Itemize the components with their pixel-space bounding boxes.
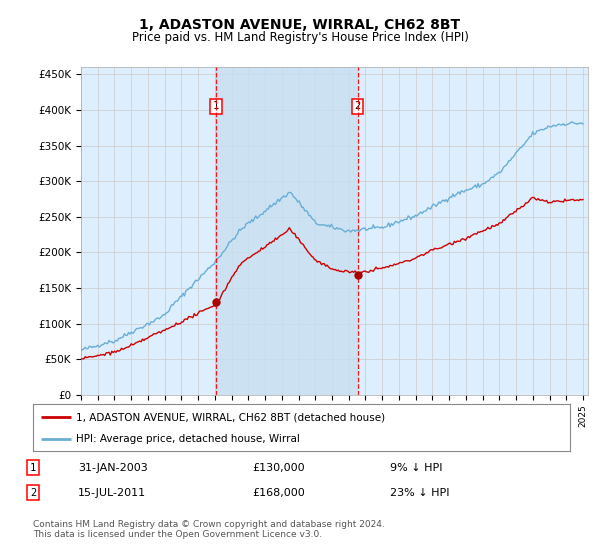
Text: £130,000: £130,000 xyxy=(252,463,305,473)
Text: 2: 2 xyxy=(355,101,361,111)
Text: 15-JUL-2011: 15-JUL-2011 xyxy=(78,488,146,498)
Text: Price paid vs. HM Land Registry's House Price Index (HPI): Price paid vs. HM Land Registry's House … xyxy=(131,31,469,44)
Text: 23% ↓ HPI: 23% ↓ HPI xyxy=(390,488,449,498)
Bar xyxy=(216,67,358,395)
Text: 2: 2 xyxy=(30,488,36,498)
Text: HPI: Average price, detached house, Wirral: HPI: Average price, detached house, Wirr… xyxy=(76,434,300,444)
Text: 1: 1 xyxy=(213,101,220,111)
Text: Contains HM Land Registry data © Crown copyright and database right 2024.
This d: Contains HM Land Registry data © Crown c… xyxy=(33,520,385,539)
Text: 1, ADASTON AVENUE, WIRRAL, CH62 8BT (detached house): 1, ADASTON AVENUE, WIRRAL, CH62 8BT (det… xyxy=(76,412,385,422)
Text: 1, ADASTON AVENUE, WIRRAL, CH62 8BT: 1, ADASTON AVENUE, WIRRAL, CH62 8BT xyxy=(139,18,461,32)
Text: £168,000: £168,000 xyxy=(252,488,305,498)
Text: 31-JAN-2003: 31-JAN-2003 xyxy=(78,463,148,473)
Text: 9% ↓ HPI: 9% ↓ HPI xyxy=(390,463,443,473)
Text: 1: 1 xyxy=(30,463,36,473)
